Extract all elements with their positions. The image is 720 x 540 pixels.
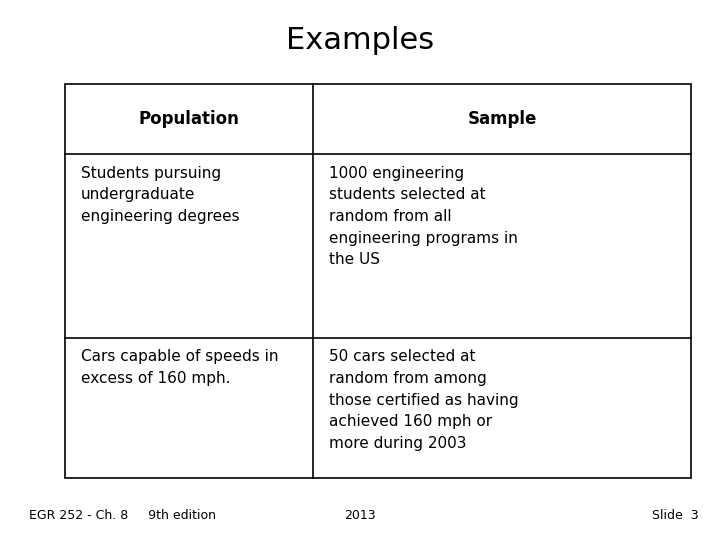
Bar: [65, 84, 691, 478]
Text: Population: Population: [138, 110, 240, 128]
Text: Examples: Examples: [286, 26, 434, 55]
Text: 2013: 2013: [344, 509, 376, 522]
Text: Slide  3: Slide 3: [652, 509, 698, 522]
Text: Students pursuing
undergraduate
engineering degrees: Students pursuing undergraduate engineer…: [81, 166, 239, 224]
Text: 50 cars selected at
random from among
those certified as having
achieved 160 mph: 50 cars selected at random from among th…: [329, 349, 518, 451]
Text: 1000 engineering
students selected at
random from all
engineering programs in
th: 1000 engineering students selected at ra…: [329, 166, 518, 267]
Text: Cars capable of speeds in
excess of 160 mph.: Cars capable of speeds in excess of 160 …: [81, 349, 278, 386]
Text: EGR 252 - Ch. 8     9th edition: EGR 252 - Ch. 8 9th edition: [29, 509, 216, 522]
Text: Sample: Sample: [467, 110, 537, 128]
